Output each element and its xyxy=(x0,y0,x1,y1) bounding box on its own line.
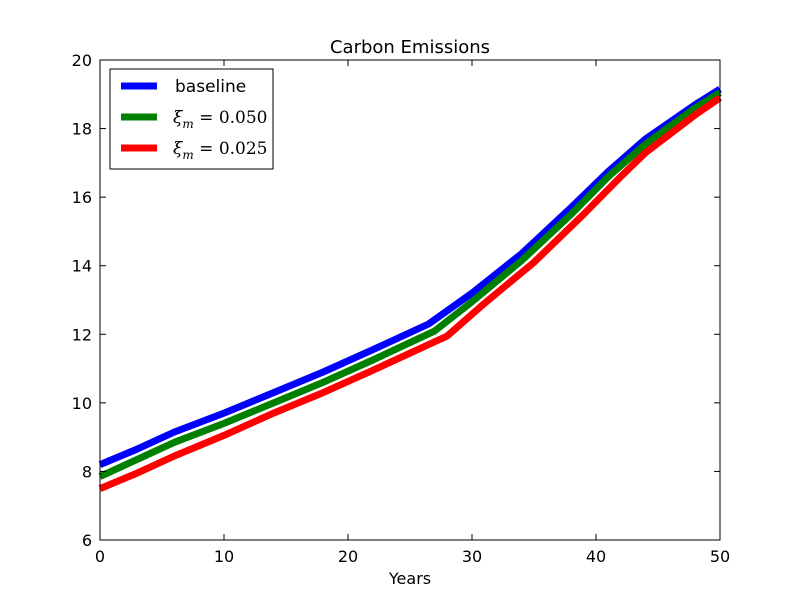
x-tick-label: 30 xyxy=(462,547,482,566)
series-layer xyxy=(98,86,722,492)
y-tick-label: 14 xyxy=(72,257,92,276)
x-axis-ticks: 0 10 20 30 40 50 xyxy=(95,60,730,566)
x-tick-label: 40 xyxy=(586,547,606,566)
legend-label-0: baseline xyxy=(175,77,246,97)
x-tick-label: 0 xyxy=(95,547,105,566)
x-tick-label: 20 xyxy=(338,547,358,566)
y-tick-label: 10 xyxy=(72,394,92,413)
x-axis-label: Years xyxy=(388,569,431,588)
x-tick-label: 10 xyxy=(214,547,234,566)
chart-title: Carbon Emissions xyxy=(330,37,490,58)
y-tick-label: 12 xyxy=(72,325,92,344)
legend-symbol: ξ xyxy=(173,108,184,128)
legend-label-2: ξm = 0.025 xyxy=(173,139,268,162)
y-axis-ticks: 6 8 10 12 14 16 18 20 xyxy=(72,51,720,550)
legend-subscript: m xyxy=(182,117,193,131)
series-line-0 xyxy=(98,86,722,468)
series-line-2 xyxy=(98,94,722,492)
legend-value: = 0.025 xyxy=(194,139,268,159)
legend-subscript: m xyxy=(182,148,193,162)
legend-label-1: ξm = 0.050 xyxy=(173,108,268,131)
plot-area-frame xyxy=(99,59,721,541)
series-line-1 xyxy=(98,89,722,480)
y-tick-label: 6 xyxy=(82,531,92,550)
legend-value: = 0.050 xyxy=(194,108,268,128)
y-tick-label: 8 xyxy=(82,462,92,481)
legend-symbol: ξ xyxy=(173,139,184,159)
y-tick-label: 16 xyxy=(72,188,92,207)
x-tick-label: 50 xyxy=(710,547,730,566)
y-tick-label: 18 xyxy=(72,120,92,139)
y-tick-label: 20 xyxy=(72,51,92,70)
